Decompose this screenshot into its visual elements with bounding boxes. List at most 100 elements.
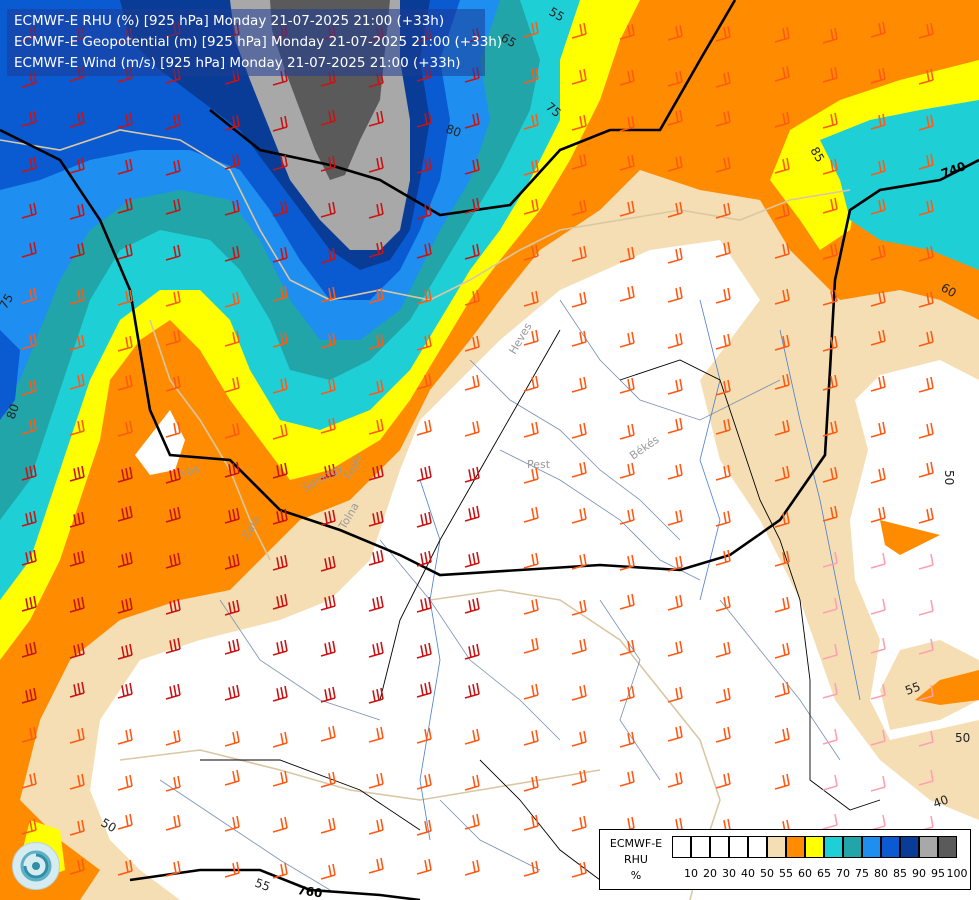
wind-barb — [224, 684, 240, 701]
wind-barb — [464, 505, 480, 522]
wind-barb — [272, 246, 288, 263]
wind-barb — [571, 199, 587, 216]
wind-barb — [667, 686, 683, 703]
wind-barb — [464, 774, 480, 791]
legend-color-box — [786, 836, 805, 858]
wind-barb — [667, 247, 683, 264]
wind-barb — [165, 375, 181, 392]
wind-barb — [21, 464, 37, 481]
wind-barb — [523, 729, 539, 746]
wind-barb — [320, 378, 336, 395]
wind-barb — [69, 727, 85, 744]
wind-barb — [165, 244, 181, 261]
wind-barb — [918, 684, 934, 701]
wind-barb — [715, 772, 731, 789]
wind-barb — [464, 158, 480, 175]
wind-barb — [571, 22, 587, 39]
wind-barb — [368, 333, 384, 350]
wind-barb — [117, 374, 133, 391]
wind-barb — [822, 551, 838, 568]
legend-color-box — [938, 836, 957, 858]
wind-barb — [571, 599, 587, 616]
wind-barb — [571, 461, 587, 478]
wind-barb — [619, 200, 635, 217]
wind-barb — [272, 423, 288, 440]
wind-barb — [165, 598, 181, 615]
wind-barb — [822, 335, 838, 352]
wind-barb — [619, 731, 635, 748]
wind-barb — [224, 114, 240, 131]
wind-barb — [715, 549, 731, 566]
wind-barb — [21, 379, 37, 396]
wind-barb — [21, 687, 37, 704]
wind-barb — [667, 332, 683, 349]
legend-tick-label: 10 — [684, 867, 698, 880]
wind-barb — [619, 462, 635, 479]
wind-barb — [715, 510, 731, 527]
wind-barb — [523, 598, 539, 615]
wind-barb — [918, 422, 934, 439]
wind-barb — [715, 333, 731, 350]
wind-barb — [69, 203, 85, 220]
wind-barb — [464, 197, 480, 214]
rhu-contour-label: 80 — [444, 122, 463, 140]
wind-barb — [224, 638, 240, 655]
wind-barb — [918, 291, 934, 308]
wind-barb — [822, 728, 838, 745]
wind-barb — [117, 774, 133, 791]
wind-barb — [715, 71, 731, 88]
wind-barb — [870, 244, 886, 261]
wind-barb — [822, 682, 838, 699]
wind-barb — [21, 818, 37, 835]
legend-tick-label: 70 — [836, 867, 850, 880]
wind-barb — [870, 198, 886, 215]
color-legend: ECMWF-E RHU % 10 20 30 40 50 55 60 65 70 75 80 85 90… — [599, 829, 971, 890]
legend-tick-label: 95 — [931, 867, 945, 880]
wind-barb — [715, 287, 731, 304]
wind-barb — [21, 595, 37, 612]
wind-barb — [571, 330, 587, 347]
wind-barb — [165, 329, 181, 346]
wind-barb — [165, 814, 181, 831]
wind-barb — [667, 286, 683, 303]
wind-barb — [21, 287, 37, 304]
wind-barb — [619, 639, 635, 656]
rhu-contour-label: 50 — [942, 470, 956, 485]
wind-barb — [272, 685, 288, 702]
wind-barb — [464, 728, 480, 745]
wind-barb — [822, 289, 838, 306]
legend-tick-label: 40 — [741, 867, 755, 880]
wind-barb — [21, 110, 37, 127]
wind-barb — [416, 773, 432, 790]
wind-barb — [571, 861, 587, 878]
wind-barb — [822, 505, 838, 522]
wind-barb — [272, 731, 288, 748]
wind-barb — [464, 859, 480, 876]
wind-barb — [918, 376, 934, 393]
wind-barb — [464, 335, 480, 352]
wind-barb — [21, 156, 37, 173]
wind-barb — [774, 26, 790, 43]
wind-barb — [571, 68, 587, 85]
wind-barb — [416, 157, 432, 174]
wind-barb — [571, 422, 587, 439]
wind-barb — [523, 860, 539, 877]
legend-tick-label: 80 — [874, 867, 888, 880]
wind-barb — [571, 245, 587, 262]
wind-barb — [571, 815, 587, 832]
wind-barb — [918, 153, 934, 170]
country-borders — [0, 129, 851, 900]
wind-barb — [715, 202, 731, 219]
wind-barb — [870, 375, 886, 392]
wind-barb — [117, 197, 133, 214]
wind-barb — [822, 243, 838, 260]
legend-color-box — [710, 836, 729, 858]
wind-barb — [21, 510, 37, 527]
wind-barb — [619, 377, 635, 394]
wind-barb — [368, 549, 384, 566]
wind-barb — [272, 554, 288, 571]
region-label-pest: Pest — [527, 458, 551, 471]
wind-barb — [918, 330, 934, 347]
legend-color-box — [691, 836, 710, 858]
wind-barb — [224, 769, 240, 786]
